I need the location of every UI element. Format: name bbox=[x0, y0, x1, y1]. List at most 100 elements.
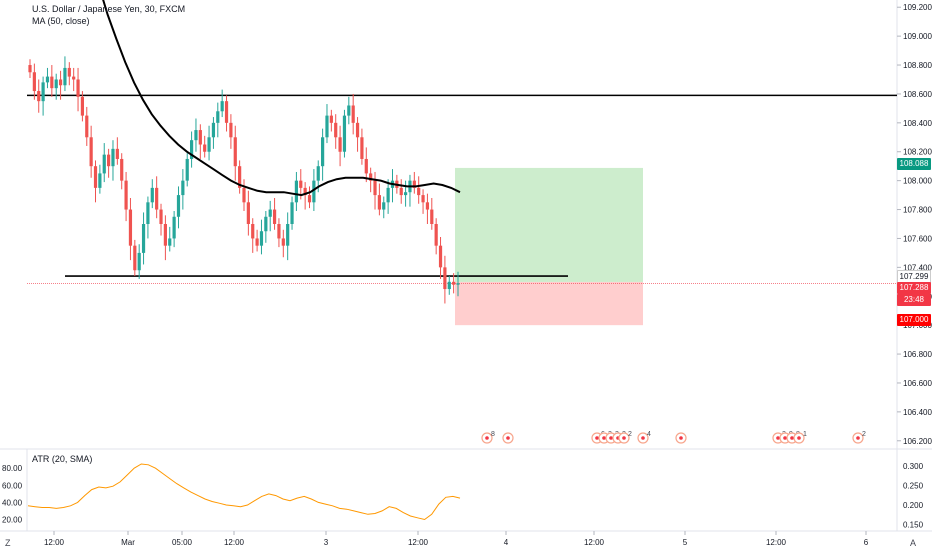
candle-body bbox=[128, 209, 133, 246]
loss-zone bbox=[455, 281, 643, 326]
candle-body bbox=[399, 187, 403, 196]
candle-body bbox=[364, 158, 368, 174]
time-tick-label: 4 bbox=[504, 538, 509, 547]
price-tick-label: 106.200 bbox=[903, 437, 932, 446]
candle-body bbox=[264, 216, 268, 232]
atr-left-label: 60.00 bbox=[2, 481, 23, 490]
price-tick-label: 106.800 bbox=[903, 350, 932, 359]
candle-body bbox=[307, 195, 312, 203]
candle-body bbox=[286, 224, 290, 246]
price-tick-label: 109.200 bbox=[903, 3, 932, 12]
candle-body bbox=[207, 137, 211, 152]
candle-body bbox=[50, 76, 54, 89]
candle-body bbox=[251, 224, 255, 239]
candle-body bbox=[211, 122, 216, 138]
time-tick-label: 6 bbox=[864, 538, 869, 547]
candle-body bbox=[194, 130, 198, 141]
candle-body bbox=[54, 79, 58, 89]
candle-body bbox=[58, 79, 63, 86]
candle-body bbox=[272, 209, 277, 224]
candle-body bbox=[242, 187, 246, 203]
candle-body bbox=[351, 105, 355, 123]
candle-body bbox=[107, 154, 111, 167]
event-marker-dot bbox=[641, 436, 645, 440]
time-tick-label: 12:00 bbox=[44, 538, 65, 547]
price-tick-label: 108.200 bbox=[903, 148, 932, 157]
candle-body bbox=[155, 187, 159, 210]
candle-body bbox=[443, 267, 447, 290]
price-tick-label: 106.600 bbox=[903, 379, 932, 388]
candle-body bbox=[203, 144, 207, 152]
candle-body bbox=[233, 137, 237, 167]
candle-body bbox=[229, 122, 233, 138]
candle-body bbox=[338, 137, 342, 152]
candle-body bbox=[168, 238, 172, 246]
ma-50-line bbox=[102, 0, 461, 197]
time-tick-label: 12:00 bbox=[584, 538, 605, 547]
candle-body bbox=[268, 209, 272, 217]
candle-body bbox=[98, 173, 102, 188]
candle-body bbox=[438, 245, 443, 268]
candle-body bbox=[347, 105, 351, 116]
candle-body bbox=[189, 140, 194, 159]
candle-body bbox=[137, 252, 141, 271]
candle-body bbox=[216, 111, 220, 123]
profit-zone bbox=[455, 167, 643, 282]
atr-right-label: 0.150 bbox=[903, 521, 924, 530]
event-marker-dot bbox=[622, 436, 626, 440]
candle-body bbox=[355, 122, 360, 138]
candle-body bbox=[386, 187, 390, 203]
candle-body bbox=[133, 245, 137, 271]
stop-loss-price-tag: 107.000 bbox=[897, 314, 931, 326]
candle-body bbox=[434, 224, 438, 246]
auto-scale-button[interactable]: A bbox=[910, 538, 917, 548]
take-profit-price-tag: 108.088 bbox=[897, 158, 931, 170]
candle-body bbox=[447, 281, 451, 290]
candle-body bbox=[159, 209, 163, 224]
candle-body bbox=[377, 195, 381, 210]
candle-body bbox=[360, 137, 364, 159]
candle-body bbox=[312, 180, 316, 203]
candle-body bbox=[102, 154, 106, 174]
candle-body bbox=[238, 166, 242, 188]
candle-body bbox=[72, 76, 76, 80]
candle-body bbox=[93, 166, 98, 188]
candle-body bbox=[37, 91, 41, 102]
candle-body bbox=[28, 65, 32, 73]
legend-atr: ATR (20, SMA) bbox=[32, 454, 93, 464]
atr-right-label: 0.300 bbox=[903, 462, 924, 471]
candle-body bbox=[430, 209, 434, 224]
event-marker-dot bbox=[506, 436, 510, 440]
candle-body bbox=[45, 76, 50, 83]
candle-body bbox=[163, 224, 167, 246]
candle-body bbox=[141, 224, 146, 253]
event-marker-dot bbox=[595, 436, 599, 440]
event-marker-label: 2 bbox=[862, 431, 866, 438]
candle-body bbox=[146, 202, 150, 224]
countdown-tag: 23:48 bbox=[897, 294, 931, 306]
atr-line bbox=[27, 463, 461, 521]
price-tick-label: 106.400 bbox=[903, 408, 932, 417]
time-tick-label: 05:00 bbox=[172, 538, 193, 547]
price-tick-label: 107.400 bbox=[903, 263, 932, 272]
event-marker-dot bbox=[783, 436, 787, 440]
candle-body bbox=[198, 130, 202, 145]
candle-body bbox=[281, 238, 285, 246]
price-tick-label: 108.400 bbox=[903, 119, 932, 128]
event-marker-dot bbox=[609, 436, 613, 440]
atr-left-label: 40.00 bbox=[2, 498, 23, 507]
price-tick-label: 107.800 bbox=[903, 206, 932, 215]
time-tick-label: Mar bbox=[121, 538, 135, 547]
time-tick-label: 12:00 bbox=[224, 538, 245, 547]
candle-body bbox=[452, 281, 456, 285]
atr-right-label: 0.250 bbox=[903, 482, 924, 491]
legend-ma: MA (50, close) bbox=[32, 16, 90, 26]
candle-body bbox=[425, 202, 430, 210]
timezone-button[interactable]: Z bbox=[5, 538, 11, 548]
candle-body bbox=[115, 148, 119, 159]
candle-body bbox=[181, 180, 185, 196]
candle-body bbox=[316, 166, 320, 181]
atr-left-label: 80.00 bbox=[2, 464, 23, 473]
candle-body bbox=[299, 180, 303, 188]
